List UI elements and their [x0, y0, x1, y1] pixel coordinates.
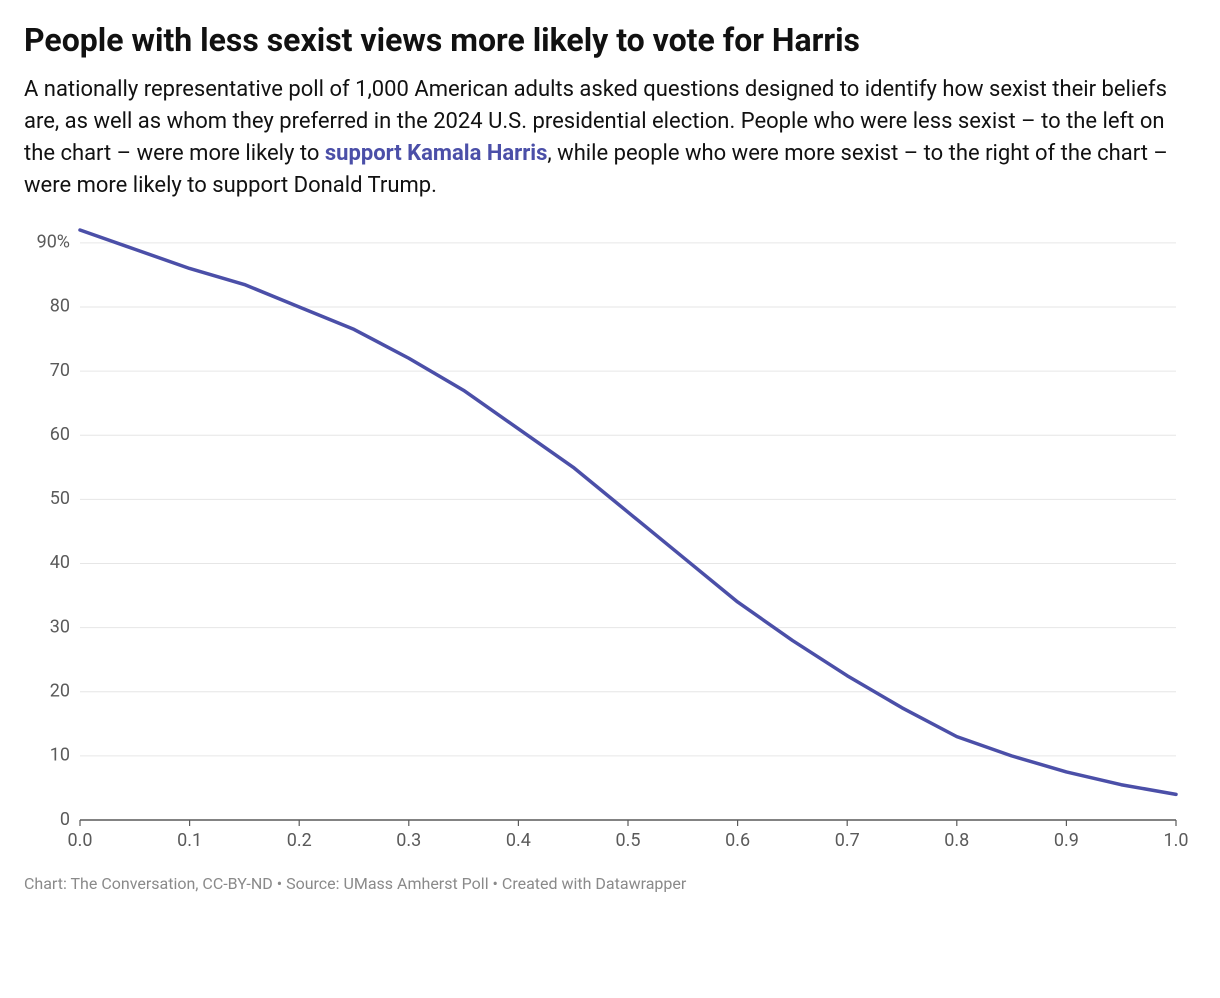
chart-footer: Chart: The Conversation, CC-BY-ND • Sour… [24, 874, 1196, 893]
svg-text:70: 70 [50, 359, 70, 380]
svg-text:0.1: 0.1 [177, 830, 202, 851]
svg-text:0.7: 0.7 [835, 830, 860, 851]
svg-text:0.8: 0.8 [944, 830, 969, 851]
svg-text:30: 30 [50, 616, 70, 637]
svg-text:10: 10 [50, 744, 70, 765]
chart-container: 0 10 20 30 40 50 60 70 80 90% 0.0 0.1 0.2 0.3 0.4 0.5 0.… [24, 220, 1196, 860]
svg-text:0.2: 0.2 [287, 830, 312, 851]
svg-text:0.6: 0.6 [725, 830, 750, 851]
svg-text:50: 50 [50, 488, 70, 509]
svg-text:0.4: 0.4 [506, 830, 531, 851]
svg-text:20: 20 [50, 680, 70, 701]
svg-text:0.3: 0.3 [396, 830, 421, 851]
chart-title: People with less sexist views more likel… [24, 20, 1196, 60]
svg-text:0.5: 0.5 [616, 830, 641, 851]
svg-text:0: 0 [60, 808, 70, 829]
subtitle-highlight: support Kamala Harris [325, 141, 548, 166]
svg-text:0.9: 0.9 [1054, 830, 1079, 851]
svg-text:0.0: 0.0 [68, 830, 93, 851]
svg-text:80: 80 [50, 295, 70, 316]
svg-text:90%: 90% [37, 231, 70, 252]
line-chart: 0 10 20 30 40 50 60 70 80 90% 0.0 0.1 0.2 0.3 0.4 0.5 0.… [24, 220, 1196, 860]
svg-text:1.0: 1.0 [1164, 830, 1189, 851]
chart-subtitle: A nationally representative poll of 1,00… [24, 74, 1196, 202]
svg-text:40: 40 [50, 552, 70, 573]
svg-text:60: 60 [50, 424, 70, 445]
